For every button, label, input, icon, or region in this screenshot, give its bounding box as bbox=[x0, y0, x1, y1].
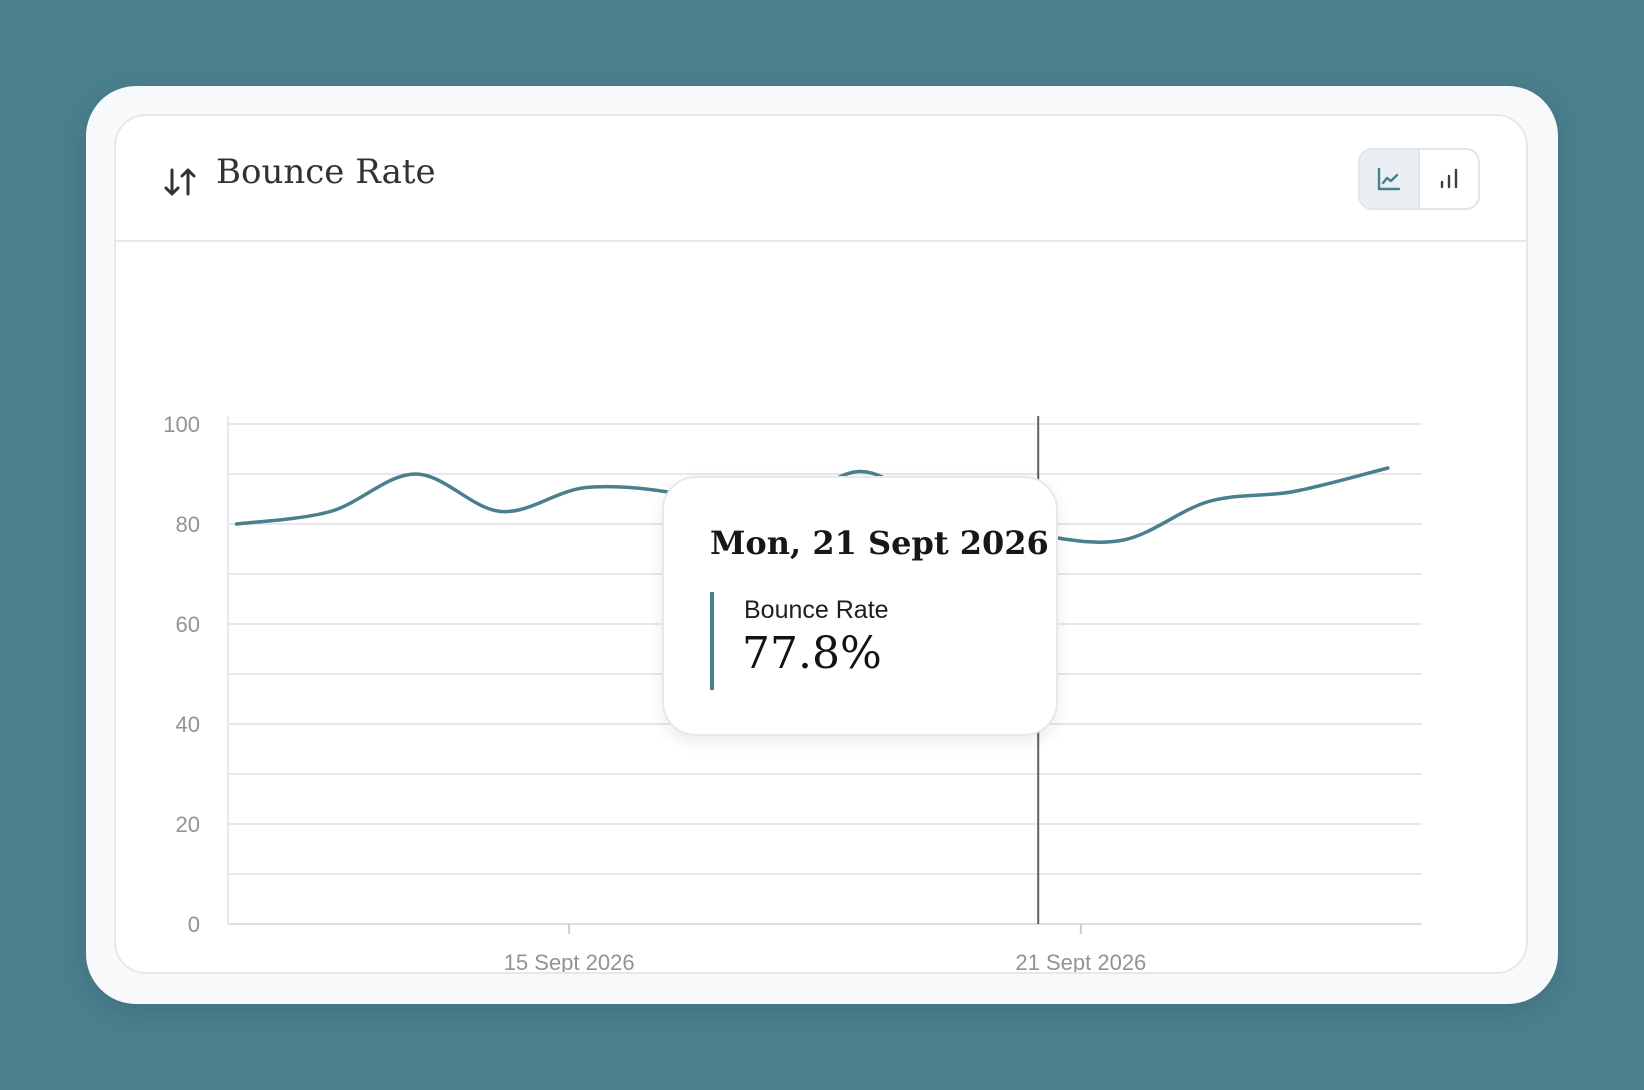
x-tick-label: 21 Sept 2026 bbox=[1015, 950, 1146, 974]
chart-type-toggle bbox=[1358, 148, 1480, 210]
tooltip-date: Mon, 21 Sept 2026 bbox=[710, 524, 1049, 562]
card-frame: Bounce Rate 0 20 40 60 80 100 15 Sept 2026 21 S… bbox=[86, 86, 1558, 1004]
y-tick-label: 20 bbox=[176, 812, 200, 837]
y-tick-label: 80 bbox=[176, 512, 200, 537]
line-chart-button[interactable] bbox=[1360, 150, 1420, 208]
bar-chart-button[interactable] bbox=[1420, 150, 1478, 208]
y-tick-label: 40 bbox=[176, 712, 200, 737]
chart-tooltip: Mon, 21 Sept 2026 Bounce Rate 77.8% bbox=[662, 476, 1058, 736]
card-title: Bounce Rate bbox=[216, 152, 436, 192]
sort-arrows-icon bbox=[164, 168, 196, 196]
y-tick-label: 100 bbox=[163, 412, 200, 437]
x-tick-label: 15 Sept 2026 bbox=[504, 950, 635, 974]
tooltip-value: 77.8% bbox=[742, 628, 882, 679]
tooltip-series-label: Bounce Rate bbox=[744, 596, 889, 624]
bar-chart-icon bbox=[1440, 168, 1458, 189]
line-chart-icon bbox=[1377, 167, 1401, 191]
tooltip-series-indicator bbox=[710, 592, 714, 690]
y-tick-label: 0 bbox=[188, 912, 200, 937]
bounce-rate-card: Bounce Rate 0 20 40 60 80 100 15 Sept 2026 21 S… bbox=[114, 114, 1528, 974]
card-header: Bounce Rate bbox=[116, 116, 1526, 242]
y-tick-label: 60 bbox=[176, 612, 200, 637]
